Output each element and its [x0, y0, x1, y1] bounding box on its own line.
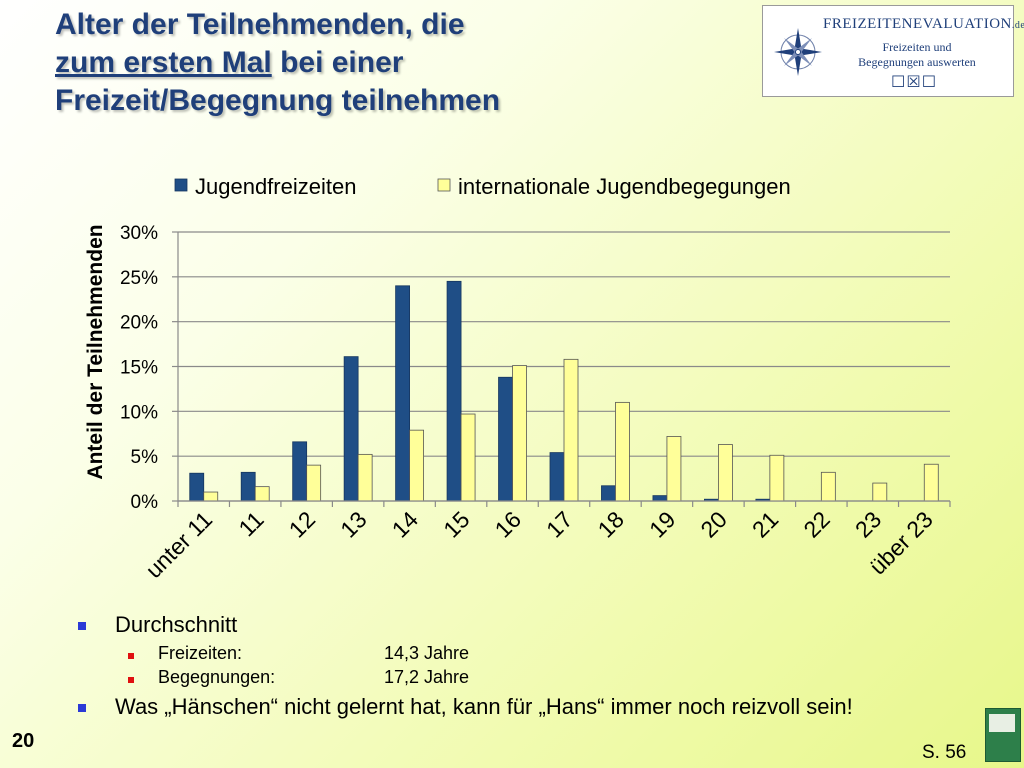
bar-jugendfreizeiten-8	[601, 485, 616, 502]
bar-jugendfreizeiten-5	[446, 280, 462, 502]
average-value-freizeiten: 14,3 Jahre	[384, 643, 470, 663]
y-tick-label: 5%	[131, 447, 159, 468]
title-line-2-rest: bei einer	[271, 46, 404, 79]
logo-subtitle-line-1: Freizeiten und	[882, 40, 952, 54]
title-underlined-phrase: zum ersten Mal	[55, 46, 272, 79]
saying-text: Was „Hänschen“ nicht gelernt hat, kann f…	[115, 694, 853, 719]
bar-begegnungen-1	[254, 486, 270, 502]
x-tick-label: 16	[490, 506, 526, 542]
bar-begegnungen-5	[460, 413, 476, 502]
average-value-begegnungen: 17,2 Jahre	[384, 667, 470, 687]
bar-jugendfreizeiten-6	[498, 376, 513, 502]
bar-begegnungen-2	[306, 464, 322, 502]
freizeitenevaluation-logo: FREIZEITENEVALUATION.de Freizeiten und B…	[762, 5, 1024, 97]
bar-begegnungen-11	[769, 454, 785, 502]
x-tick-label: 13	[335, 506, 371, 542]
bar-begegnungen-9	[666, 436, 682, 502]
y-tick-label: 20%	[120, 313, 158, 334]
logo-subtitle-line-2: Begegnungen auswerten	[858, 55, 976, 69]
x-tick-label: 18	[593, 506, 629, 542]
chart-bars	[189, 280, 939, 502]
source-page-reference: S. 56	[922, 742, 967, 763]
y-tick-labels: 0% 5% 10% 15% 20% 25% 30%	[120, 223, 158, 513]
bullet-square-icon	[78, 704, 86, 712]
x-tick-label: 14	[387, 506, 424, 543]
bar-jugendfreizeiten-9	[652, 495, 668, 502]
average-heading: Durchschnitt	[115, 612, 238, 637]
y-tick-label: 10%	[120, 402, 158, 423]
bar-begegnungen-0	[203, 491, 219, 502]
x-tick-label: unter 11	[140, 506, 217, 583]
x-tick-label: 22	[798, 506, 834, 542]
logo-brand-main: FREIZEITENEVALUATION	[823, 16, 1012, 32]
bar-begegnungen-4	[409, 429, 425, 502]
legend-swatch-0	[174, 178, 188, 192]
x-tick-label: 20	[695, 506, 731, 542]
bar-begegnungen-13	[872, 482, 888, 502]
bar-begegnungen-8	[615, 401, 630, 502]
logo-brand-suffix: .de	[1011, 20, 1024, 31]
book-cover-label	[989, 714, 1015, 732]
bar-jugendfreizeiten-3	[343, 356, 359, 502]
title-line-3: Freizeit/Begegnung teilnehmen	[55, 84, 501, 117]
x-tick-label: 17	[541, 506, 577, 542]
y-tick-label: 30%	[120, 223, 158, 244]
x-tick-label: 19	[644, 506, 680, 542]
legend-label-0: Jugendfreizeiten	[195, 174, 356, 199]
bar-jugendfreizeiten-1	[240, 471, 256, 502]
sub-bullet-square-icon	[128, 677, 134, 683]
bar-begegnungen-14	[923, 463, 939, 502]
chart-legend: Jugendfreizeiten internationale Jugendbeg…	[174, 174, 791, 199]
y-axis-label: Anteil der Teilnehmenden	[84, 224, 107, 479]
logo-checkbox-icons: ☐☒☐	[891, 72, 938, 91]
compass-rose-icon	[774, 28, 822, 76]
y-tick-label: 15%	[120, 358, 158, 379]
x-tick-label: 23	[850, 506, 886, 542]
page-number: 20	[12, 730, 35, 752]
bar-begegnungen-7	[563, 358, 579, 502]
average-label-begegnungen: Begegnungen:	[158, 667, 276, 687]
bar-begegnungen-6	[512, 365, 527, 502]
book-cover-thumbnail	[985, 708, 1021, 762]
bullet-square-icon	[78, 622, 86, 630]
bar-begegnungen-10	[718, 444, 733, 502]
legend-label-1: internationale Jugendbegegungen	[458, 174, 791, 199]
logo-subtitle: Freizeiten und Begegnungen auswerten	[823, 40, 1011, 70]
bar-jugendfreizeiten-0	[189, 472, 205, 502]
legend-swatch-1	[437, 178, 451, 192]
slide-title: Alter der Teilnehmenden, die zum ersten …	[55, 6, 695, 120]
average-label-freizeiten: Freizeiten:	[158, 643, 243, 663]
y-tick-label: 25%	[120, 268, 158, 289]
x-tick-label: 21	[747, 506, 783, 542]
bar-jugendfreizeiten-7	[549, 452, 565, 502]
x-tick-label: 15	[438, 506, 474, 542]
bar-begegnungen-12	[820, 471, 836, 502]
title-line-2: zum ersten Mal bei einer	[55, 44, 695, 82]
bar-jugendfreizeiten-4	[395, 285, 411, 502]
logo-brand: FREIZEITENEVALUATION.de	[823, 16, 1024, 33]
bar-jugendfreizeiten-2	[292, 441, 308, 502]
chart-axes	[172, 231, 951, 507]
x-tick-label: 12	[284, 506, 320, 542]
sub-bullet-square-icon	[128, 653, 134, 659]
age-bar-chart: 0% 5% 10% 15% 20% 25% 30% unter 11 11 12 13 14 15 16…	[84, 174, 951, 583]
y-tick-label: 0%	[131, 492, 159, 513]
title-line-1: Alter der Teilnehmenden, die	[55, 8, 465, 41]
x-tick-label: 11	[233, 506, 268, 541]
bar-begegnungen-3	[357, 453, 373, 502]
